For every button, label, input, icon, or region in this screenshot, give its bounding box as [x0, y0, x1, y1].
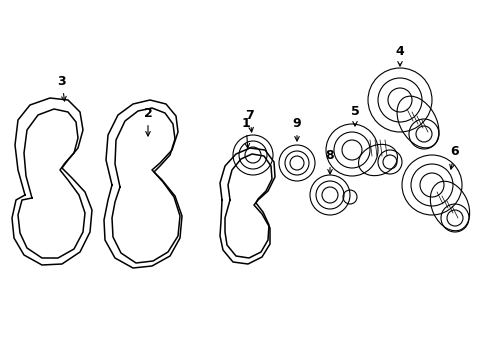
- Text: 1: 1: [241, 117, 250, 148]
- Text: 6: 6: [449, 145, 458, 169]
- Text: 7: 7: [245, 109, 254, 132]
- Text: 3: 3: [58, 75, 66, 101]
- Text: 5: 5: [350, 105, 359, 126]
- Text: 2: 2: [143, 107, 152, 136]
- Text: 8: 8: [325, 149, 334, 174]
- Text: 4: 4: [395, 45, 404, 66]
- Text: 9: 9: [292, 117, 301, 141]
